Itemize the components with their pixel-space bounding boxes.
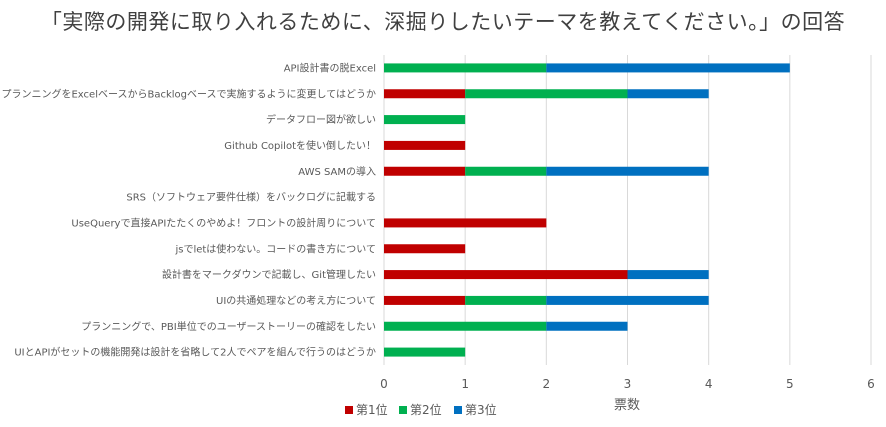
legend-swatch-3 [454,406,462,414]
bar-segment-2 [465,166,547,176]
x-tick-label: 2 [543,377,551,391]
bar-segment-1 [384,244,466,254]
x-tick-label: 1 [461,377,469,391]
bar-segment-1 [384,89,466,99]
bar-segment-1 [384,295,466,305]
x-tick-label: 3 [624,377,632,391]
bar-segment-2 [384,63,547,73]
bar-segment-1 [384,140,466,150]
bar-segment-2 [465,295,547,305]
bar-segment-2 [384,321,547,331]
category-label: UIとAPIがセットの機能開発は設計を省略して2人でペアを組んで行うのはどうか [14,346,376,359]
category-label: UIの共通処理などの考え方について [216,294,376,307]
category-label: 設計書をマークダウンで記載し、Git管理したい [162,268,376,281]
legend-label-2: 第2位 [410,402,442,417]
bar-segment-3 [546,63,790,73]
legend-label-3: 第3位 [465,402,497,417]
category-labels: API設計書の脱Excel プランニングをExcelベースからBacklogベース… [1,61,376,358]
legend-swatch-1 [345,406,353,414]
category-label: UseQueryで直接APIたたくのやめよ！フロントの設計周りについて [71,216,376,229]
bar-segment-3 [546,295,709,305]
bars [384,63,790,357]
x-axis-title: 票数 [614,398,640,413]
legend-swatch-2 [399,406,407,414]
bar-segment-1 [384,166,466,176]
category-label: API設計書の脱Excel [284,61,376,74]
x-tick-labels: 0 1 2 3 4 5 6 [380,377,875,391]
category-label: SRS（ソフトウェア要件仕様）をバックログに記載する [126,191,376,204]
bar-segment-3 [546,321,628,331]
category-label: AWS SAMの導入 [298,165,376,178]
gridlines [383,55,872,365]
bar-segment-3 [627,89,709,99]
bar-segment-2 [384,347,466,357]
bar-segment-3 [627,270,709,280]
bar-segment-2 [465,89,628,99]
bar-segment-1 [384,218,547,228]
category-label: プランニングをExcelベースからBacklogベースで実施するように変更しては… [1,87,376,100]
x-tick-label: 0 [380,377,388,391]
category-label: プランニングで、PBI単位でのユーザーストーリーの確認をしたい [81,320,376,333]
category-label: データフロー図が欲しい [266,113,376,126]
x-tick-label: 4 [705,377,713,391]
legend-label-1: 第1位 [356,402,388,417]
legend: 第1位 第2位 第3位 [345,402,497,417]
chart-title: 「実際の開発に取り入れるために、深掘りしたいテーマを教えてください。」の回答 [40,10,846,34]
x-tick-label: 5 [786,377,794,391]
category-label: Github Copilotを使い倒したい！ [224,139,376,152]
bar-segment-1 [384,270,628,280]
x-tick-label: 6 [867,377,875,391]
category-label: jsでletは使わない。コードの書き方について [174,242,376,255]
bar-segment-2 [384,115,466,125]
bar-segment-3 [546,166,709,176]
